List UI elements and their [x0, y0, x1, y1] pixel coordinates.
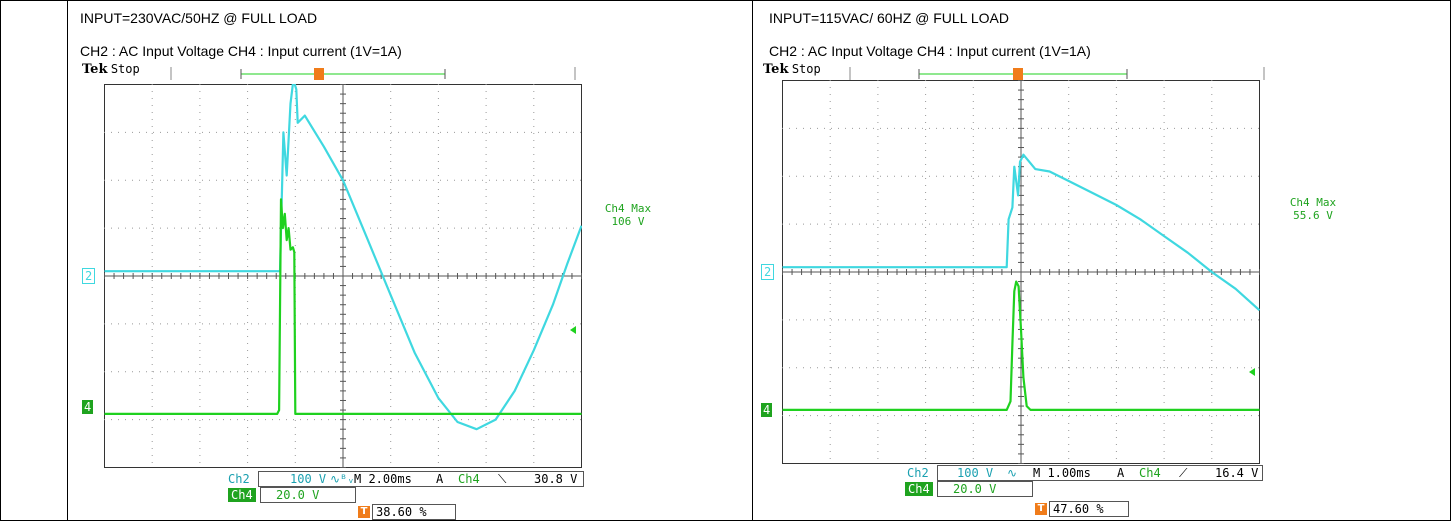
ch4-marker: 4 — [761, 403, 773, 417]
readout-box — [258, 471, 584, 487]
panel-230vac: INPUT=230VAC/50HZ @ FULL LOAD CH2 : AC I… — [67, 0, 753, 521]
ch4-name: Ch4 — [905, 482, 933, 496]
ch4-marker: 4 — [82, 400, 94, 414]
trigger-position: 47.60 % — [1053, 502, 1104, 516]
trigger-pos-icon: T — [1035, 503, 1047, 515]
panel-title: INPUT=230VAC/50HZ @ FULL LOAD — [80, 10, 318, 26]
trigger-pos-box — [1049, 501, 1129, 517]
trigger-mode: A — [1117, 466, 1125, 480]
trigger-pos-icon: T — [358, 506, 370, 518]
panel-115vac: INPUT=115VAC/ 60HZ @ FULL LOAD CH2 : AC … — [751, 0, 1450, 521]
trigger-level-arrow — [1249, 368, 1255, 376]
tek-logo: Tek — [763, 62, 789, 77]
trigger-position: 38.60 % — [376, 505, 427, 519]
trace-ch4 — [104, 198, 582, 415]
record-bar — [170, 67, 576, 80]
trigger-source: Ch4 — [458, 472, 480, 486]
measurement-label: Ch4 Max — [1289, 196, 1337, 209]
ch2-marker: 2 — [761, 264, 775, 280]
measurement: Ch4 Max 106 V — [588, 202, 668, 228]
ch2-coupling: ∿ᴮᵥ — [330, 472, 355, 486]
acq-status: Stop — [110, 62, 140, 76]
trigger-slope: ⟍ — [498, 472, 507, 486]
scope-header: Tek Stop — [763, 62, 821, 77]
channel-legend: CH2 : AC Input Voltage CH4 : Input curre… — [80, 43, 402, 59]
ch2-scale: 100 V — [290, 472, 327, 486]
record-bar — [849, 67, 1265, 80]
ch2-name: Ch2 — [228, 472, 250, 486]
trigger-source: Ch4 — [1139, 466, 1161, 480]
trace-ch2 — [782, 153, 1260, 312]
ch2-marker: 2 — [82, 268, 96, 284]
scope-display — [104, 84, 582, 468]
ch4-box — [260, 487, 356, 503]
trigger-level-arrow — [570, 326, 576, 334]
scope-display — [782, 80, 1260, 464]
ch4-scale: 20.0 V — [953, 482, 997, 496]
panel-title: INPUT=115VAC/ 60HZ @ FULL LOAD — [769, 10, 1009, 26]
tek-logo: Tek — [82, 62, 108, 77]
scope-header: Tek Stop — [82, 62, 140, 77]
ch2-coupling: ∿ — [1007, 466, 1018, 480]
trigger-level: 16.4 V — [1215, 466, 1259, 480]
readout-box — [937, 465, 1263, 481]
ch4-box — [937, 481, 1033, 497]
trigger-slope: ⟋ — [1179, 466, 1188, 480]
trigger-mode: A — [436, 472, 444, 486]
acq-status: Stop — [791, 62, 821, 76]
ch4-scale: 20.0 V — [276, 488, 320, 502]
trace-ch2 — [104, 84, 582, 431]
measurement-label: Ch4 Max — [604, 202, 652, 215]
timebase: M 1.00ms — [1033, 466, 1091, 480]
trigger-level: 30.8 V — [534, 472, 578, 486]
measurement: Ch4 Max 55.6 V — [1273, 196, 1353, 222]
timebase: M 2.00ms — [354, 472, 412, 486]
channel-legend: CH2 : AC Input Voltage CH4 : Input curre… — [769, 43, 1091, 59]
ch4-name: Ch4 — [228, 488, 256, 502]
ch2-name: Ch2 — [907, 466, 929, 480]
trace-ch4 — [782, 280, 1260, 411]
ch2-scale: 100 V — [957, 466, 994, 480]
measurement-value: 55.6 V — [1293, 209, 1333, 222]
trigger-pos-box — [372, 504, 456, 520]
measurement-value: 106 V — [611, 215, 645, 228]
